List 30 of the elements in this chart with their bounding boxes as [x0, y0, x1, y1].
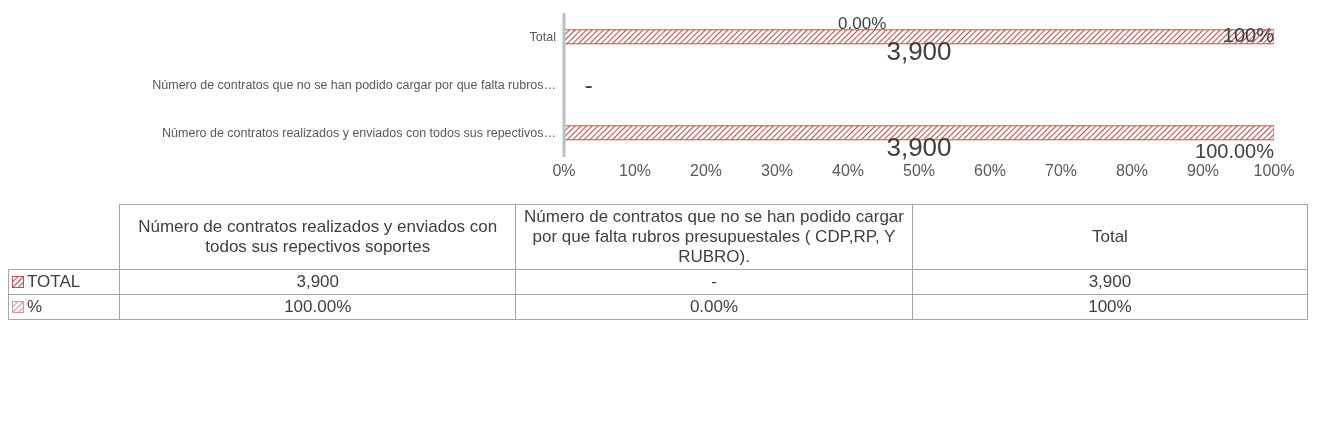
text: 3,900: [912, 269, 1308, 295]
x-tick-label: 100%: [1253, 162, 1295, 180]
annotation: -: [584, 71, 593, 98]
annotation: 3,900: [886, 36, 952, 66]
text: Número de contratos realizados y enviados con todos sus repectivos soportes: [119, 204, 516, 270]
annotation: 3,900: [886, 132, 952, 162]
y-tick-label: Número de contratos que no se han podido cargar por que falta rubros…: [152, 78, 556, 93]
x-tick-label: 90%: [1186, 162, 1220, 180]
text: Número de contratos que no se han podido cargar por que falta rubros presupuestales ( CDP,RP, Y RUBRO).: [515, 204, 913, 270]
x-tick-label: 70%: [1044, 162, 1078, 180]
x-tick-label: 50%: [902, 162, 936, 180]
text: 100.00%: [119, 294, 516, 320]
x-tick-label: 10%: [618, 162, 652, 180]
legend-label: %: [8, 294, 120, 320]
x-tick-label: 20%: [689, 162, 723, 180]
text: 100%: [912, 294, 1308, 320]
x-tick-label: 30%: [760, 162, 794, 180]
legend-label: TOTAL: [8, 269, 120, 295]
annotation: 0.00%: [838, 13, 887, 33]
x-tick-label: 60%: [973, 162, 1007, 180]
text: -: [515, 269, 913, 295]
y-tick-label: Número de contratos realizados y enviados con todos sus repectivos…: [162, 126, 556, 141]
text: 3,900: [119, 269, 516, 295]
y-tick-label: Total: [529, 30, 556, 45]
x-tick-label: 80%: [1115, 162, 1149, 180]
x-tick-label: 40%: [831, 162, 865, 180]
x-tick-label: 0%: [552, 162, 576, 180]
annotation: 100.00%: [1195, 140, 1274, 162]
text: Total: [912, 204, 1308, 270]
text: 0.00%: [515, 294, 913, 320]
